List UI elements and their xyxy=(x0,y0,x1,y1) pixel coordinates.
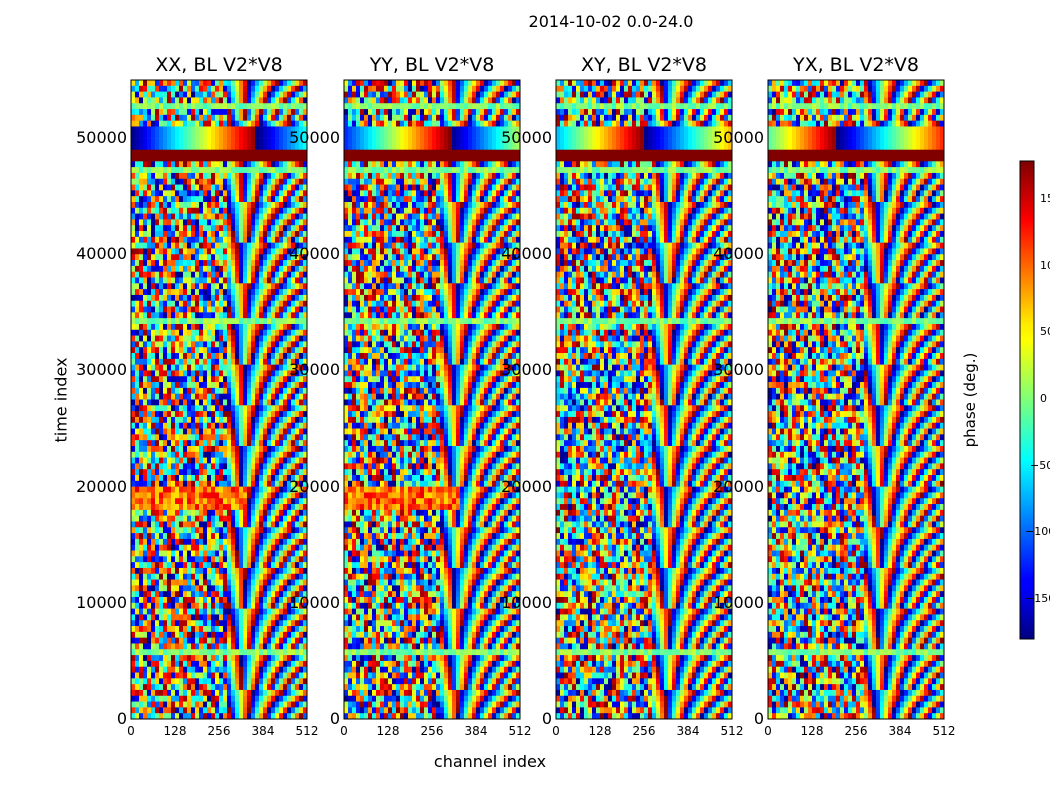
y-tick-label: 10000 xyxy=(501,592,552,612)
colorbar-tick: 0 xyxy=(1040,392,1047,405)
x-tick-label: 384 xyxy=(888,724,912,738)
panel-3 xyxy=(767,79,945,720)
y-tick-label: 40000 xyxy=(501,244,552,264)
x-tick-label: 256 xyxy=(207,724,231,738)
x-tick-label: 512 xyxy=(932,724,956,738)
y-tick-label: 40000 xyxy=(289,244,340,264)
colorbar-tick: −100 xyxy=(1025,525,1050,538)
panel-title-yx: YX, BL V2*V8 xyxy=(792,54,920,76)
colorbar-tick: 50 xyxy=(1040,325,1050,338)
y-tick-label: 20000 xyxy=(501,476,552,496)
x-tick-label: 128 xyxy=(163,724,187,738)
x-tick-label: 512 xyxy=(720,724,744,738)
panel-title-xy: XY, BL V2*V8 xyxy=(580,54,708,76)
y-tick-label: 0 xyxy=(753,709,764,728)
x-tick-label: 384 xyxy=(251,724,275,738)
panel-frame xyxy=(130,79,308,720)
panel-frame xyxy=(767,79,945,720)
y-tick-label: 30000 xyxy=(289,360,340,380)
x-tick-label: 384 xyxy=(676,724,700,738)
y-tick-label: 10000 xyxy=(713,592,764,612)
x-tick-label: 256 xyxy=(844,724,868,738)
y-tick-label: 50000 xyxy=(76,128,127,148)
y-tick-label: 0 xyxy=(541,709,552,728)
y-tick-label: 20000 xyxy=(713,476,764,496)
x-tick-label: 0 xyxy=(764,724,772,738)
x-tick-label: 512 xyxy=(508,724,532,738)
x-tick-label: 256 xyxy=(420,724,444,738)
y-tick-label: 0 xyxy=(329,709,340,728)
panel-title-yy: YY, BL V2*V8 xyxy=(369,54,495,76)
y-tick-label: 20000 xyxy=(289,476,340,496)
y-tick-label: 30000 xyxy=(501,360,552,380)
colorbar-label: phase (deg.) xyxy=(961,352,979,448)
colorbar-tick: 100 xyxy=(1040,259,1050,272)
colorbar-tick: 150 xyxy=(1040,192,1050,205)
panel-frame xyxy=(555,79,733,720)
x-tick-label: 128 xyxy=(588,724,612,738)
x-tick-label: 128 xyxy=(800,724,824,738)
x-tick-label: 128 xyxy=(376,724,400,738)
x-tick-label: 512 xyxy=(295,724,319,738)
colorbar-tick: −150 xyxy=(1025,592,1050,605)
x-tick-label: 0 xyxy=(127,724,135,738)
y-tick-label: 40000 xyxy=(713,244,764,264)
figure-title: 2014-10-02 0.0-24.0 xyxy=(528,12,694,31)
y-tick-label: 50000 xyxy=(501,128,552,148)
y-tick-label: 20000 xyxy=(76,476,127,496)
y-tick-label: 10000 xyxy=(76,592,127,612)
y-tick-label: 10000 xyxy=(289,592,340,612)
y-tick-label: 0 xyxy=(116,709,127,728)
y-tick-label: 30000 xyxy=(76,360,127,380)
x-tick-label: 0 xyxy=(340,724,348,738)
panel-0 xyxy=(130,79,308,720)
y-tick-label: 50000 xyxy=(713,128,764,148)
x-tick-label: 384 xyxy=(464,724,488,738)
colorbar-tick: −50 xyxy=(1030,459,1050,472)
colorbar xyxy=(1019,160,1035,640)
x-axis-label: channel index xyxy=(433,752,547,771)
y-tick-label: 50000 xyxy=(289,128,340,148)
panel-frame xyxy=(343,79,521,720)
panel-title-xx: XX, BL V2*V8 xyxy=(155,54,283,76)
panel-2 xyxy=(555,79,733,720)
panel-1 xyxy=(343,79,521,720)
y-tick-label: 30000 xyxy=(713,360,764,380)
y-tick-label: 40000 xyxy=(76,244,127,264)
x-tick-label: 256 xyxy=(632,724,656,738)
y-axis-label: time index xyxy=(51,357,71,443)
x-tick-label: 0 xyxy=(552,724,560,738)
